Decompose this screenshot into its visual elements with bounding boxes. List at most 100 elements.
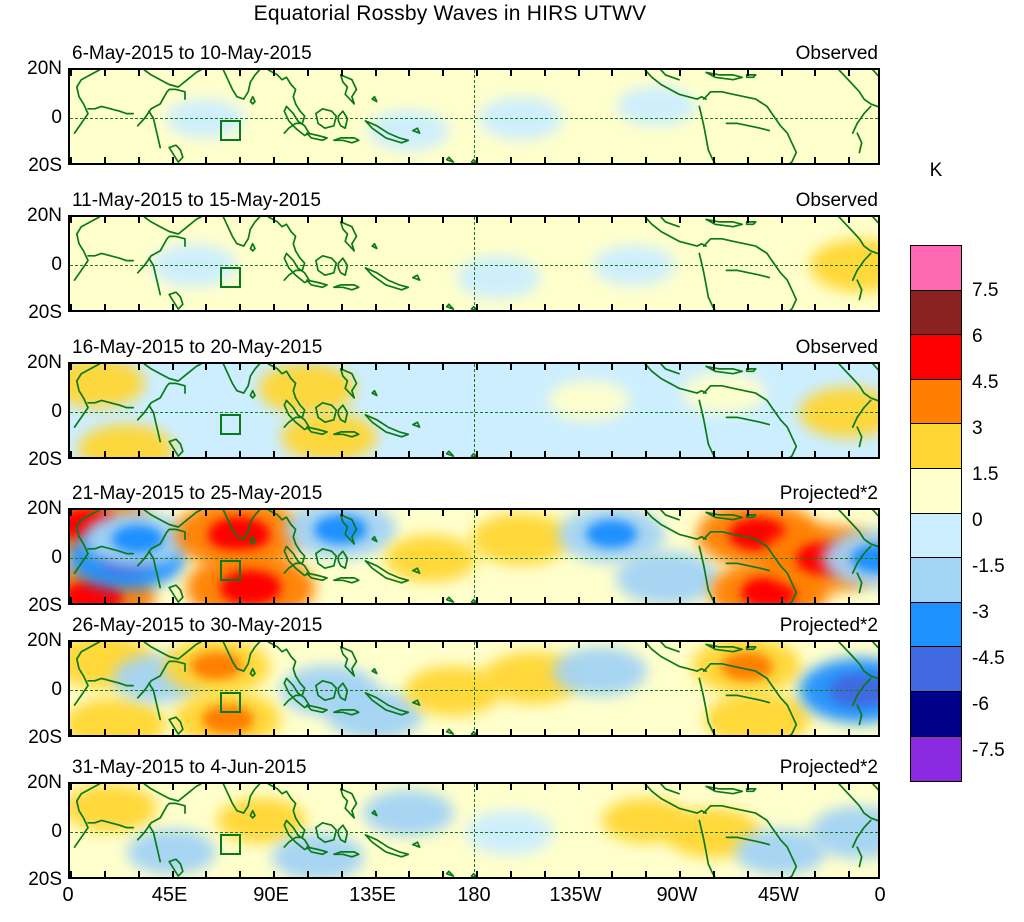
axis-tick: [848, 871, 851, 877]
axis-tick: [814, 157, 817, 163]
anomaly-core: [190, 652, 243, 681]
axis-tick: [814, 304, 817, 310]
axis-tick: [814, 784, 817, 790]
panel-kind-label: Observed: [795, 190, 878, 211]
axis-tick: [239, 729, 242, 735]
x-axis-tick-label: 180: [457, 884, 491, 906]
y-axis-label: 20S: [28, 595, 62, 616]
axis-tick: [780, 597, 783, 603]
axis-tick: [171, 597, 174, 603]
axis-tick: [442, 784, 445, 790]
axis-tick: [70, 70, 72, 76]
colorbar-band[interactable]: [910, 468, 962, 515]
dateline-marker: [474, 510, 475, 603]
axis-tick: [103, 217, 106, 223]
x-axis-tick-label: 135W: [549, 884, 602, 906]
axis-tick: [509, 510, 512, 516]
axis-tick: [374, 451, 377, 457]
anomaly-blob: [456, 256, 541, 299]
x-axis-tick-label: 45E: [151, 884, 188, 906]
axis-tick: [780, 642, 783, 648]
x-axis-tick-label: 90W: [656, 884, 698, 906]
colorbar[interactable]: [910, 245, 962, 782]
axis-tick: [273, 217, 275, 223]
axis-tick: [746, 729, 749, 735]
axis-tick: [746, 871, 749, 877]
dateline-marker: [474, 784, 475, 877]
panel-plot-area: [68, 508, 880, 605]
axis-tick: [306, 364, 309, 370]
axis-tick: [509, 157, 512, 163]
axis-tick: [848, 304, 851, 310]
anomaly-core: [219, 570, 282, 603]
colorbar-tick-label: 4.5: [972, 372, 999, 393]
axis-tick: [137, 157, 140, 163]
axis-tick: [679, 304, 681, 310]
axis-tick: [679, 729, 681, 735]
axis-tick: [137, 597, 140, 603]
axis-tick: [611, 364, 614, 370]
axis-tick: [171, 642, 174, 648]
colorbar-band[interactable]: [910, 601, 962, 648]
axis-tick: [712, 729, 715, 735]
axis-tick: [205, 451, 208, 457]
axis-tick: [374, 784, 377, 790]
axis-tick: [306, 871, 309, 877]
panel-date-range: 26-May-2015 to 30-May-2015: [72, 615, 323, 636]
axis-tick: [442, 597, 445, 603]
colorbar-band[interactable]: [910, 378, 962, 425]
axis-tick: [306, 217, 309, 223]
axis-tick: [306, 157, 309, 163]
axis-tick: [611, 217, 614, 223]
colorbar-band[interactable]: [910, 423, 962, 470]
coastline-overlay: [73, 364, 878, 457]
axis-tick: [205, 70, 208, 76]
axis-tick: [712, 364, 715, 370]
axis-tick: [848, 729, 851, 735]
anomaly-blob: [547, 379, 630, 421]
axis-tick: [103, 784, 106, 790]
colorbar-band[interactable]: [910, 512, 962, 559]
axis-tick: [746, 157, 749, 163]
axis-tick: [712, 871, 715, 877]
x-axis-tick-label: 45W: [757, 884, 800, 906]
colorbar-band[interactable]: [910, 691, 962, 738]
colorbar-band[interactable]: [910, 557, 962, 604]
axis-tick: [679, 451, 681, 457]
axis-tick: [239, 70, 242, 76]
axis-tick: [306, 510, 309, 516]
panel-header: 16-May-2015 to 20-May-2015 Observed: [68, 337, 880, 361]
colorbar-tick-label: -3: [972, 602, 989, 623]
axis-tick: [577, 217, 580, 223]
axis-tick: [543, 364, 546, 370]
axis-tick: [712, 70, 715, 76]
colorbar-band[interactable]: [910, 735, 962, 782]
axis-tick: [509, 70, 512, 76]
axis-tick: [577, 510, 580, 516]
axis-tick: [205, 304, 208, 310]
axis-tick: [577, 157, 580, 163]
colorbar-tick-label: -1.5: [972, 556, 1005, 577]
colorbar-band[interactable]: [910, 646, 962, 693]
dateline-marker: [474, 217, 475, 310]
axis-tick: [611, 871, 614, 877]
colorbar-band[interactable]: [910, 289, 962, 336]
axis-tick: [543, 597, 546, 603]
anomaly-blob: [345, 233, 426, 274]
panel-kind-label: Projected*2: [779, 757, 878, 778]
axis-tick: [374, 217, 377, 223]
axis-tick: [273, 157, 275, 163]
region-box-marker: [219, 120, 241, 142]
axis-tick: [408, 304, 411, 310]
anomaly-core: [202, 705, 254, 734]
colorbar-band[interactable]: [910, 334, 962, 381]
panel-header: 31-May-2015 to 4-Jun-2015 Projected*2: [68, 757, 880, 781]
axis-tick: [137, 304, 140, 310]
axis-tick: [577, 871, 580, 877]
y-axis-label: 20N: [27, 352, 62, 373]
axis-tick: [543, 642, 546, 648]
axis-tick: [239, 304, 242, 310]
colorbar-band[interactable]: [910, 245, 962, 291]
axis-tick: [611, 784, 614, 790]
figure-title: Equatorial Rossby Waves in HIRS UTWV: [253, 2, 647, 25]
